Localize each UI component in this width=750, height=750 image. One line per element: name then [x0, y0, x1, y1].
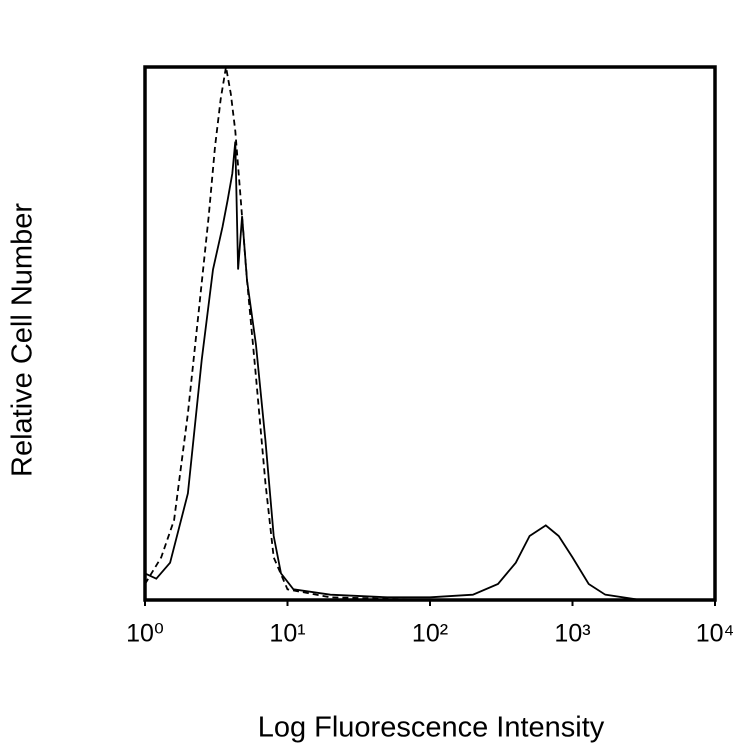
x-tick-label: 10¹ — [269, 620, 305, 648]
histogram-line — [144, 66, 715, 601]
histogram-line — [144, 141, 715, 601]
y-axis-label: Relative Cell Number — [7, 203, 39, 477]
x-tick-label: 10³ — [554, 620, 590, 648]
x-tick-label: 10⁰ — [126, 620, 164, 648]
plot-frame — [143, 65, 717, 602]
x-tick-label: 10⁴ — [696, 620, 735, 648]
x-tick-label: 10² — [412, 620, 448, 648]
x-axis-label: Log Fluorescence Intensity — [258, 712, 605, 744]
